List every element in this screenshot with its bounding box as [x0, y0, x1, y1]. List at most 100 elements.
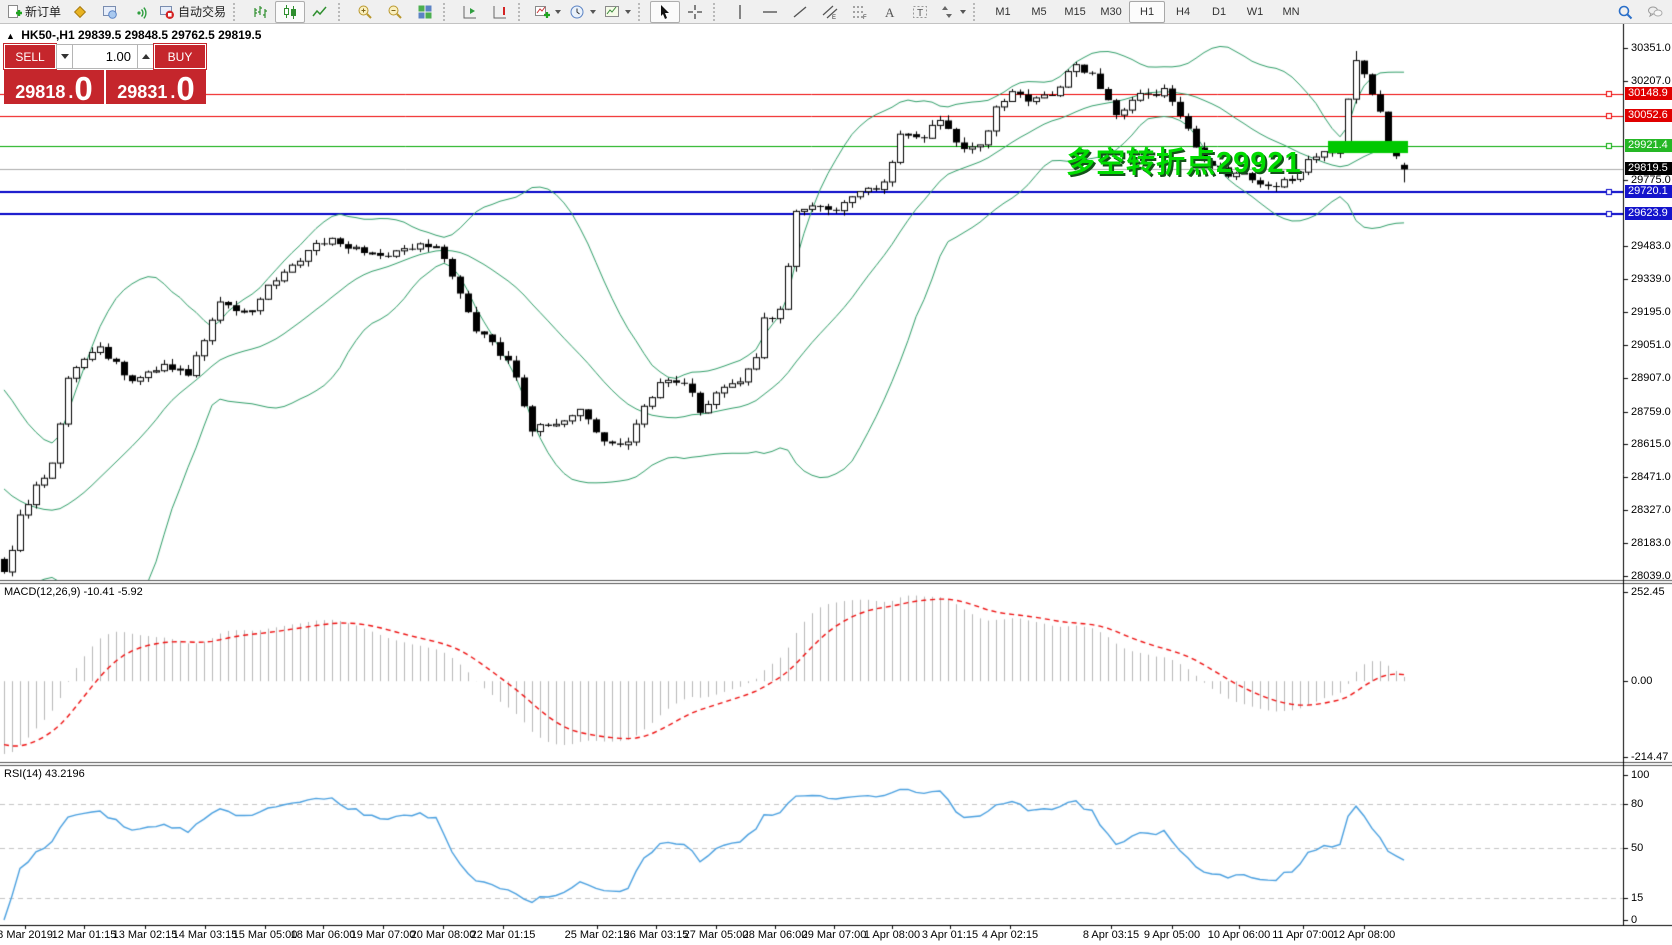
timeframe-m1[interactable]: M1: [995, 5, 1011, 18]
new-order-button[interactable]: 新订单: [2, 1, 65, 23]
chevron-down-icon: [590, 9, 597, 14]
chevron-down-icon: [960, 9, 967, 14]
price-axis-label: 28327.0: [1631, 504, 1671, 517]
timeframe-m15[interactable]: M15: [1064, 5, 1086, 18]
price-axis-label: 29775.0: [1631, 173, 1671, 186]
crosshair-button[interactable]: [680, 1, 710, 23]
timeframe-m30[interactable]: M30: [1100, 5, 1122, 18]
crosshair-icon: [687, 4, 703, 20]
rsi-axis-label: 50: [1631, 841, 1644, 854]
fibonacci-icon: F: [852, 4, 868, 20]
periods-icon: [569, 4, 585, 20]
time-axis-label: 11 Apr 07:00: [1272, 929, 1334, 941]
toolbar-separator: [638, 2, 647, 21]
price-line-tag: 29623.9: [1625, 207, 1672, 220]
buy-button[interactable]: BUY: [153, 43, 207, 70]
community-button[interactable]: [1640, 1, 1670, 23]
price-axis-label: 28759.0: [1631, 405, 1671, 418]
time-axis-label: 29 Mar 07:00: [801, 929, 867, 941]
bar-chart-button[interactable]: [245, 1, 275, 23]
mql5-community-button[interactable]: [95, 1, 125, 23]
vertical-line-button[interactable]: [725, 1, 755, 23]
rsi-axis-label: 15: [1631, 892, 1644, 905]
sell-price-pips: 0: [74, 70, 93, 107]
collapse-arrow-icon[interactable]: ▲: [6, 31, 15, 41]
volume-decrease-button[interactable]: [56, 44, 73, 69]
toolbar-separator: [233, 2, 242, 21]
timeframe-d1[interactable]: D1: [1212, 5, 1227, 18]
periods-button[interactable]: [565, 1, 600, 23]
horizontal-line-button[interactable]: [755, 1, 785, 23]
time-axis-label: 12 Mar 01:15: [51, 929, 117, 941]
bar-chart-icon: [252, 4, 268, 20]
time-axis-label: 25 Mar 02:15: [564, 929, 630, 941]
trendline-icon: [792, 4, 808, 20]
arrows-icon: [939, 4, 955, 20]
search-button[interactable]: [1610, 1, 1640, 23]
chevron-down-icon: [555, 9, 562, 14]
timeframe-h1[interactable]: H1: [1129, 0, 1166, 23]
chart-shift-button[interactable]: [485, 1, 515, 23]
price-axis-label: 29051.0: [1631, 338, 1671, 351]
zoom-out-button[interactable]: [380, 1, 410, 23]
zoom-out-icon: [387, 4, 403, 20]
time-axis-label: 10 Apr 06:00: [1207, 929, 1271, 941]
arrows-button[interactable]: [935, 1, 970, 23]
candlestick-chart-button[interactable]: [275, 0, 306, 23]
equidistant-channel-button[interactable]: E: [815, 1, 845, 23]
tile-windows-button[interactable]: [410, 1, 440, 23]
candlestick-chart-icon: [282, 4, 298, 20]
search-icon: [1617, 4, 1633, 20]
chevron-down-icon: [60, 54, 69, 59]
timeframe-m5[interactable]: M5: [1031, 5, 1047, 18]
volume-increase-button[interactable]: [137, 44, 154, 69]
buy-price-button[interactable]: 29831. 0: [106, 70, 206, 105]
macd-indicator-label: MACD(12,26,9) -10.41 -5.92: [4, 586, 143, 598]
sell-price-button[interactable]: 29818. 0: [4, 70, 104, 107]
market-watch-icon: [72, 4, 88, 20]
toolbar-separator: [713, 2, 722, 21]
horizontal-line-icon: [762, 4, 778, 20]
chart-shift-icon: [492, 4, 508, 20]
timeframe-w1[interactable]: W1: [1246, 5, 1264, 18]
trendline-button[interactable]: [785, 1, 815, 23]
chevron-up-icon: [141, 54, 150, 59]
autotrading-button-label: 自动交易: [178, 5, 227, 19]
time-axis-label: 20 Mar 08:00: [410, 929, 476, 941]
line-chart-button[interactable]: [305, 1, 335, 23]
indicators-button[interactable]: [530, 1, 565, 23]
text-button[interactable]: A: [875, 1, 905, 23]
auto-scroll-button[interactable]: [455, 1, 485, 23]
text-label-button[interactable]: T: [905, 1, 935, 23]
cursor-button[interactable]: [650, 0, 681, 23]
market-watch-button[interactable]: [65, 1, 95, 23]
time-axis-label: 9 Apr 05:00: [1143, 929, 1201, 941]
price-line-tag: 29819.5: [1625, 162, 1672, 175]
price-line-tag: 30148.9: [1625, 87, 1672, 100]
chevron-down-icon: [625, 9, 632, 14]
time-axis-label: 19 Mar 07:00: [350, 929, 416, 941]
signals-button[interactable]: [125, 1, 155, 23]
indicators-icon: [534, 4, 551, 20]
timeframe-h4[interactable]: H4: [1176, 5, 1191, 18]
price-axis-label: 30207.0: [1631, 74, 1671, 87]
fibonacci-button[interactable]: F: [845, 1, 875, 23]
timeframe-mn[interactable]: MN: [1282, 5, 1300, 18]
sell-price: 29818: [15, 82, 66, 102]
chart-title: ▲ HK50-,H1 29839.5 29848.5 29762.5 29819…: [6, 28, 261, 42]
price-line-tag: 30052.6: [1625, 109, 1672, 122]
equidistant-channel-icon: E: [822, 4, 838, 20]
toolbar-separator: [338, 2, 347, 21]
rsi-axis-label: 80: [1631, 798, 1644, 810]
sell-button[interactable]: SELL: [3, 43, 57, 70]
volume-input[interactable]: [73, 44, 137, 69]
autotrading-button[interactable]: 自动交易: [155, 1, 230, 23]
price-axis-label: 28039.0: [1631, 570, 1671, 582]
time-axis-label: 15 Mar 05:00: [232, 929, 298, 941]
svg-text:F: F: [863, 15, 867, 20]
templates-button[interactable]: [600, 1, 635, 23]
zoom-in-button[interactable]: [350, 1, 380, 23]
templates-icon: [604, 4, 620, 20]
